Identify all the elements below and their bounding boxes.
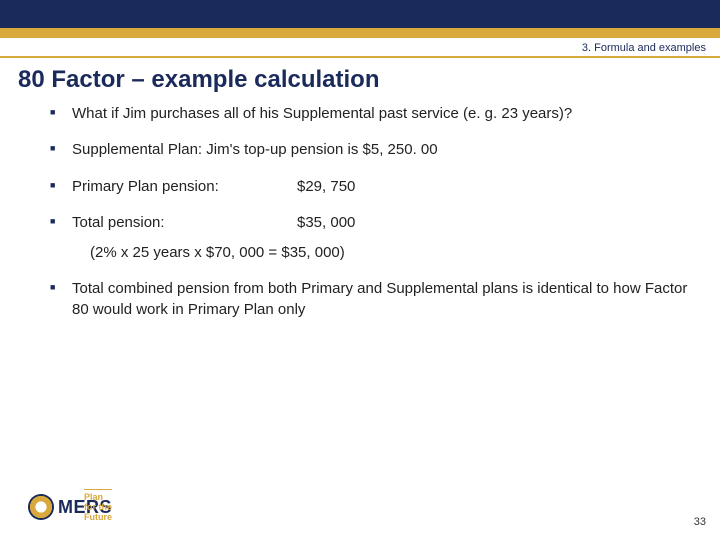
content-area: What if Jim purchases all of his Supplem… [0,104,720,540]
bullet-item: Total combined pension from both Primary… [50,279,690,320]
bullet-item: Primary Plan pension: $29, 750 [50,177,690,197]
bullet-text: What if Jim purchases all of his Supplem… [72,105,572,122]
bullet-value: $35, 000 [297,213,355,233]
footer: MERS Plan for the Future 33 [0,482,720,532]
slide-title: 80 Factor – example calculation [0,58,720,104]
bullet-value: $29, 750 [297,177,355,197]
header-band [0,0,720,38]
bullet-text: Supplemental Plan: Jim's top-up pension … [72,141,438,158]
formula-text: (2% x 25 years x $70, 000 = $35, 000) [50,243,690,263]
bullet-item: Total pension: $35, 000 [50,213,690,233]
logo: MERS Plan for the Future [28,494,112,520]
bullet-label: Primary Plan pension: [72,177,297,197]
bullet-label: Total pension: [72,213,297,233]
bullet-item: What if Jim purchases all of his Supplem… [50,104,690,124]
logo-ring-icon [28,494,54,520]
bullet-item: Supplemental Plan: Jim's top-up pension … [50,140,690,160]
bullet-text: Total combined pension from both Primary… [72,280,687,317]
header-gold-strip [0,28,720,38]
bullet-list: Total combined pension from both Primary… [50,279,690,320]
bullet-list: What if Jim purchases all of his Supplem… [50,104,690,233]
page-number: 33 [694,516,706,528]
slide: 3. Formula and examples 80 Factor – exam… [0,0,720,540]
breadcrumb: 3. Formula and examples [0,38,720,56]
logo-tagline: Plan for the Future [84,489,112,522]
